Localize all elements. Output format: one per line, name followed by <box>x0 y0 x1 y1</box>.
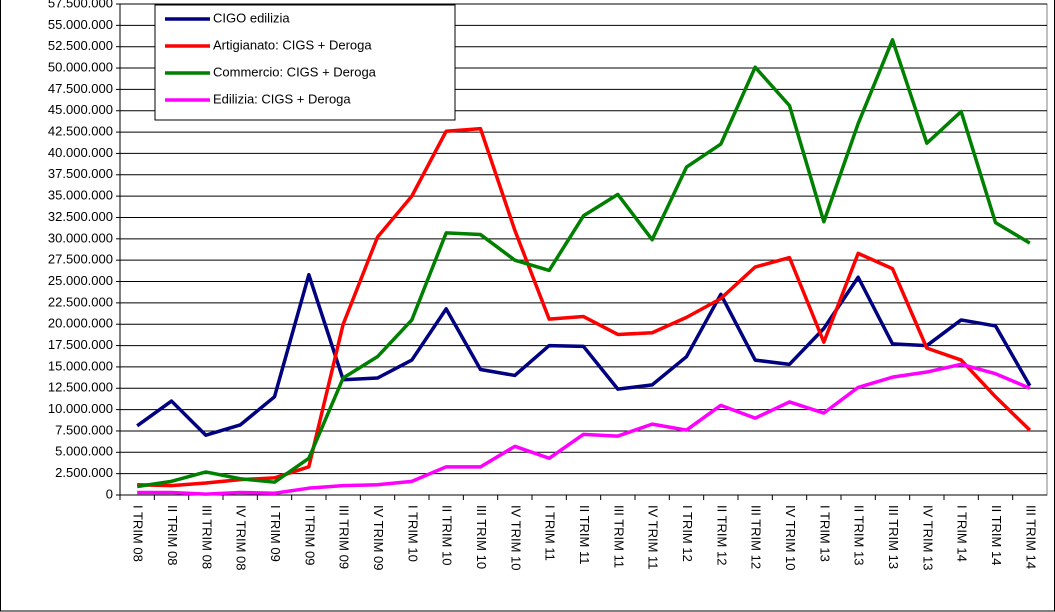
x-tick-label: III TRIM 13 <box>886 505 901 569</box>
y-tick-label: 10.000.000 <box>48 401 113 416</box>
x-tick-label: I TRIM 09 <box>268 505 283 562</box>
y-tick-label: 27.500.000 <box>48 252 113 267</box>
legend-label: Commercio: CIGS + Deroga <box>213 64 377 79</box>
y-tick-label: 35.000.000 <box>48 188 113 203</box>
x-tick-label: I TRIM 11 <box>543 505 558 561</box>
y-tick-label: 5.000.000 <box>55 444 113 459</box>
x-tick-label: I TRIM 10 <box>405 505 420 562</box>
x-tick-label: II TRIM 09 <box>302 505 317 565</box>
y-tick-label: 0 <box>106 486 113 501</box>
x-tick-label: I TRIM 08 <box>131 505 146 562</box>
y-tick-label: 57.500.000 <box>48 0 113 10</box>
legend-label: Edilizia: CIGS + Deroga <box>213 91 351 106</box>
legend-label: Artigianato: CIGS + Deroga <box>213 37 372 52</box>
y-tick-label: 2.500.000 <box>55 465 113 480</box>
x-tick-label: II TRIM 08 <box>165 505 180 565</box>
y-tick-label: 7.500.000 <box>55 422 113 437</box>
x-tick-label: III TRIM 10 <box>474 505 489 569</box>
x-tick-label: IV TRIM 11 <box>646 505 661 570</box>
x-tick-label: I TRIM 13 <box>817 505 832 562</box>
y-tick-label: 32.500.000 <box>48 209 113 224</box>
x-tick-label: IV TRIM 08 <box>234 505 249 571</box>
y-tick-label: 20.000.000 <box>48 316 113 331</box>
x-tick-label: III TRIM 08 <box>199 505 214 569</box>
x-tick-label: I TRIM 14 <box>955 505 970 562</box>
x-tick-label: II TRIM 13 <box>852 505 867 565</box>
y-tick-label: 22.500.000 <box>48 294 113 309</box>
y-tick-label: 37.500.000 <box>48 166 113 181</box>
x-tick-label: I TRIM 12 <box>680 505 695 562</box>
y-tick-label: 55.000.000 <box>48 17 113 32</box>
y-tick-label: 50.000.000 <box>48 59 113 74</box>
y-tick-label: 40.000.000 <box>48 145 113 160</box>
x-tick-label: III TRIM 12 <box>749 505 764 569</box>
y-tick-label: 52.500.000 <box>48 38 113 53</box>
y-tick-label: 42.500.000 <box>48 124 113 139</box>
y-tick-label: 45.000.000 <box>48 102 113 117</box>
series-line <box>137 362 1031 496</box>
x-tick-label: III TRIM 09 <box>337 505 352 569</box>
x-tick-label: II TRIM 14 <box>989 505 1004 565</box>
x-tick-label: II TRIM 10 <box>440 505 455 565</box>
x-tick-label: IV TRIM 09 <box>371 505 386 571</box>
x-tick-label: III TRIM 14 <box>1023 505 1038 569</box>
x-tick-label: IV TRIM 13 <box>920 505 935 571</box>
y-tick-label: 12.500.000 <box>48 380 113 395</box>
y-tick-label: 30.000.000 <box>48 230 113 245</box>
y-tick-label: 17.500.000 <box>48 337 113 352</box>
x-tick-label: IV TRIM 10 <box>783 505 798 571</box>
series-line <box>136 38 1031 489</box>
legend-label: CIGO edilizia <box>213 10 290 25</box>
y-tick-label: 15.000.000 <box>48 358 113 373</box>
y-tick-label: 47.500.000 <box>48 81 113 96</box>
series-line <box>136 272 1032 437</box>
x-tick-label: IV TRIM 10 <box>508 505 523 571</box>
x-tick-label: II TRIM 12 <box>714 505 729 565</box>
x-tick-label: II TRIM 11 <box>577 505 592 564</box>
y-tick-label: 25.000.000 <box>48 273 113 288</box>
x-tick-label: III TRIM 11 <box>611 505 626 568</box>
